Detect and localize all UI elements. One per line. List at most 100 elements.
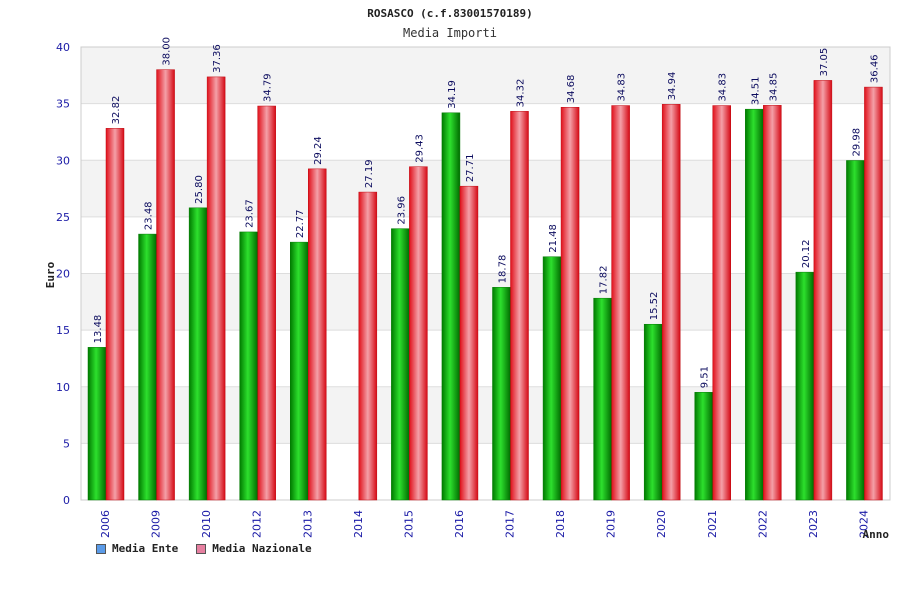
bar [661, 104, 681, 501]
x-tick-label: 2009 [150, 510, 163, 538]
x-tick-label: 2021 [706, 510, 719, 538]
data-label: 17.82 [599, 266, 610, 295]
data-label: 9.51 [700, 366, 711, 388]
data-label: 15.52 [649, 292, 660, 321]
data-label: 34.94 [667, 72, 678, 101]
x-tick-label: 2024 [857, 510, 870, 538]
legend-swatch-nazionale [196, 543, 207, 554]
legend-swatch-ente [96, 543, 106, 554]
data-label: 32.82 [111, 96, 122, 125]
value-labels: 13.48 32.82 23.48 38.00 25.80 37.36 23.67 34.79… [93, 37, 880, 388]
bar [745, 108, 764, 501]
bar [308, 168, 327, 501]
legend-item-ente: Media Ente [96, 542, 178, 555]
bar [510, 111, 529, 501]
x-tick-label: 2015 [402, 510, 415, 538]
plot-frame [80, 46, 891, 501]
x-tick-label: 2023 [807, 510, 820, 538]
y-tick-label: 40 [56, 41, 70, 54]
x-axis-label: Anno [863, 528, 890, 541]
bar [156, 69, 175, 501]
bar [694, 392, 713, 501]
data-label: 13.48 [93, 315, 104, 344]
bar [763, 105, 782, 501]
y-axis-ticks: 0 5 10 15 20 25 30 35 40 [56, 41, 70, 507]
data-label: 34.83 [718, 73, 729, 102]
y-axis-label: Euro [44, 261, 57, 288]
data-label: 21.48 [548, 224, 559, 253]
x-tick-label: 2013 [301, 510, 314, 538]
y-tick-label: 25 [56, 211, 70, 224]
bar [409, 166, 428, 501]
x-axis-ticks: 2006 2009 2010 2012 2013 2014 2015 2016 2017 2018… [99, 510, 870, 538]
bar [864, 86, 883, 501]
data-label: 34.68 [566, 75, 577, 104]
legend-item-nazionale: Media Nazionale [196, 542, 312, 555]
data-label: 38.00 [162, 37, 173, 66]
x-tick-label: 2020 [655, 510, 668, 538]
bar [846, 160, 865, 501]
bar [138, 233, 157, 501]
legend-label-nazionale: Media Nazionale [212, 542, 312, 555]
chart-title: ROSASCO (c.f.83001570189) [367, 7, 533, 20]
data-label: 34.83 [617, 73, 628, 102]
data-label: 29.98 [851, 128, 862, 157]
bar [813, 80, 833, 501]
x-tick-label: 2016 [453, 510, 466, 538]
bar [560, 106, 580, 501]
bar [239, 231, 258, 501]
data-label: 34.32 [516, 79, 527, 108]
chart-subtitle: Media Importi [403, 26, 497, 40]
bar [795, 271, 815, 501]
y-tick-label: 0 [63, 494, 70, 507]
bar [105, 128, 125, 501]
x-tick-label: 2010 [200, 510, 213, 538]
bar [712, 105, 731, 501]
legend-label-ente: Media Ente [112, 542, 179, 555]
data-label: 18.78 [498, 255, 509, 284]
data-label: 34.79 [263, 73, 274, 102]
bar [542, 256, 562, 501]
data-label: 23.48 [144, 201, 155, 230]
bar [188, 207, 208, 501]
data-label: 20.12 [801, 240, 812, 269]
data-label: 36.46 [869, 54, 880, 83]
x-tick-label: 2022 [756, 510, 769, 538]
bar [593, 297, 612, 501]
x-tick-label: 2018 [554, 510, 567, 538]
bar [290, 241, 309, 501]
data-label: 29.24 [313, 136, 324, 165]
bars [87, 69, 883, 501]
bar [459, 185, 479, 501]
data-label: 37.36 [212, 44, 223, 73]
bar [441, 112, 461, 501]
bar [206, 76, 226, 501]
bar [643, 323, 663, 501]
bar [391, 228, 410, 501]
data-label: 25.80 [194, 175, 205, 204]
data-label: 34.85 [768, 73, 779, 102]
data-label: 34.51 [750, 77, 761, 106]
data-label: 27.19 [364, 159, 375, 188]
data-label: 23.67 [245, 199, 256, 228]
data-label: 37.05 [819, 48, 830, 77]
y-tick-label: 5 [63, 437, 70, 450]
y-tick-label: 10 [56, 381, 70, 394]
legend: Media Ente Media Nazionale [96, 542, 312, 555]
bar [611, 105, 630, 501]
x-tick-label: 2014 [352, 510, 365, 538]
data-label: 27.71 [465, 154, 476, 183]
y-tick-label: 20 [56, 268, 70, 281]
data-label: 22.77 [295, 209, 306, 238]
data-label: 34.19 [447, 80, 458, 109]
y-tick-label: 15 [56, 324, 70, 337]
x-tick-label: 2012 [251, 510, 264, 538]
y-tick-label: 30 [56, 154, 70, 167]
bar [492, 287, 511, 501]
x-tick-label: 2017 [504, 510, 517, 538]
bar [257, 105, 276, 501]
x-tick-label: 2019 [605, 510, 618, 538]
data-label: 23.96 [396, 196, 407, 225]
data-label: 29.43 [414, 134, 425, 163]
